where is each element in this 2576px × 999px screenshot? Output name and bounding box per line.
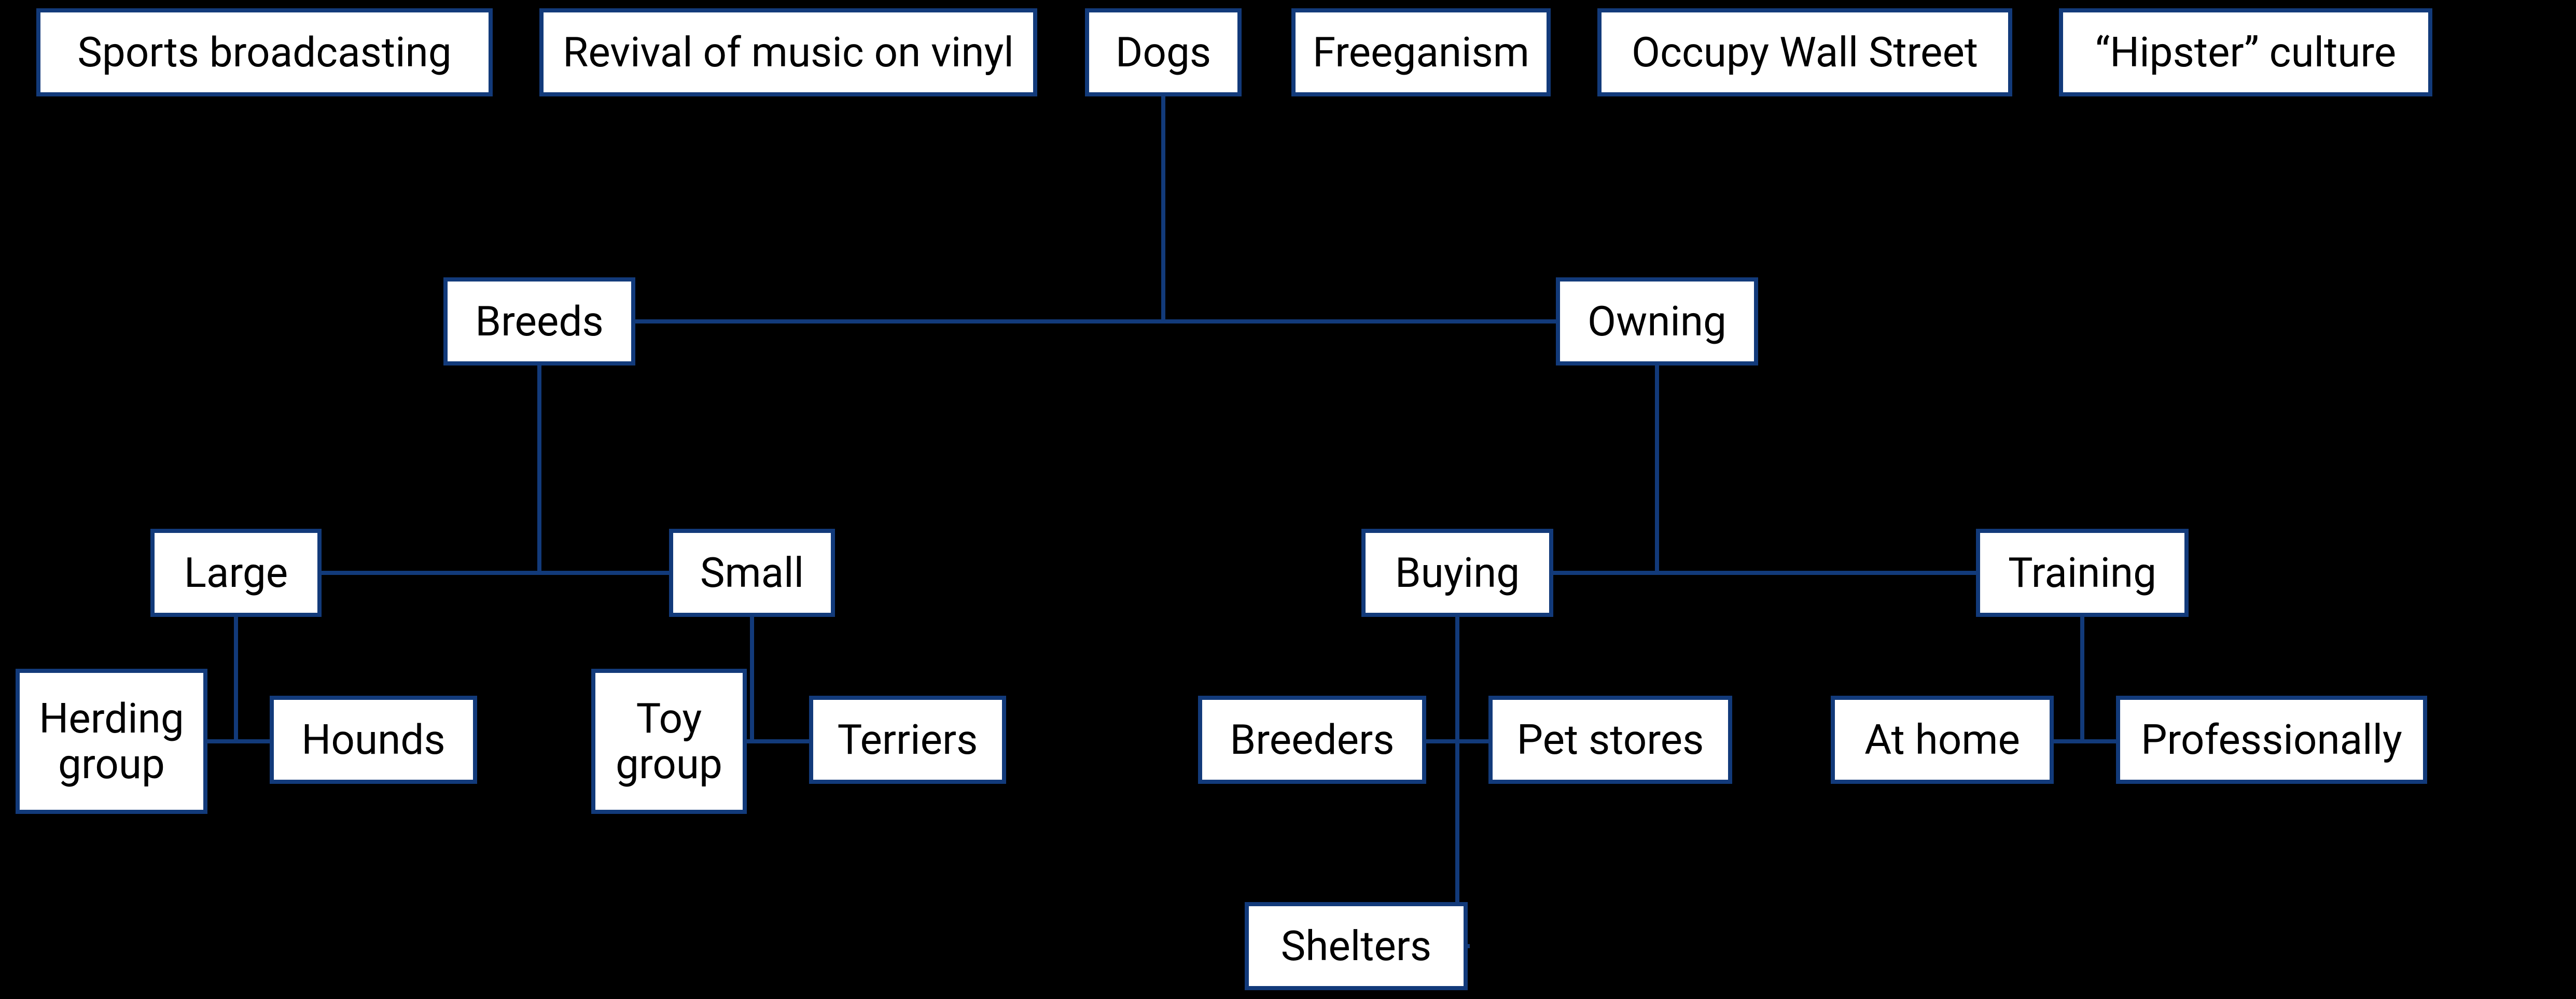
node-owning: Owning: [1556, 277, 1758, 365]
node-label: Terriers: [838, 717, 978, 763]
node-athome: At home: [1831, 696, 2054, 784]
node-label: Sports broadcasting: [77, 30, 451, 75]
node-terriers: Terriers: [809, 696, 1006, 784]
node-breeds: Breeds: [443, 277, 635, 365]
node-label: Breeders: [1230, 717, 1395, 763]
node-label: At home: [1864, 717, 2020, 763]
node-label: Occupy Wall Street: [1632, 30, 1978, 75]
node-prof: Professionally: [2116, 696, 2427, 784]
node-label: Dogs: [1116, 30, 1211, 75]
node-petstores: Pet stores: [1488, 696, 1732, 784]
node-label: Toy group: [611, 696, 727, 787]
node-label: Buying: [1395, 550, 1520, 596]
node-training: Training: [1976, 529, 2189, 617]
node-herding: Herding group: [16, 669, 207, 814]
node-label: Shelters: [1281, 923, 1431, 969]
node-label: Pet stores: [1517, 717, 1704, 763]
node-freeganism: Freeganism: [1291, 8, 1551, 96]
node-label: Professionally: [2141, 717, 2402, 763]
node-breeders: Breeders: [1198, 696, 1426, 784]
node-label: Freeganism: [1313, 30, 1529, 75]
node-label: Small: [700, 550, 804, 596]
node-label: Large: [184, 550, 288, 596]
node-sports: Sports broadcasting: [36, 8, 493, 96]
diagram-container: Sports broadcasting Revival of music on v…: [0, 0, 2576, 999]
node-label: Herding group: [35, 696, 188, 787]
node-toygroup: Toy group: [591, 669, 747, 814]
node-buying: Buying: [1361, 529, 1553, 617]
node-label: Training: [2008, 550, 2156, 596]
node-label: Hounds: [301, 717, 445, 763]
node-label: Revival of music on vinyl: [563, 30, 1014, 75]
edges-layer: [0, 0, 2576, 999]
node-large: Large: [150, 529, 322, 617]
node-shelters: Shelters: [1245, 902, 1468, 990]
node-vinyl: Revival of music on vinyl: [539, 8, 1037, 96]
node-occupy: Occupy Wall Street: [1597, 8, 2012, 96]
node-label: Breeds: [475, 299, 603, 344]
node-label: “Hipster” culture: [2095, 30, 2396, 75]
node-small: Small: [669, 529, 835, 617]
node-dogs: Dogs: [1085, 8, 1242, 96]
node-hounds: Hounds: [270, 696, 477, 784]
node-label: Owning: [1588, 299, 1726, 344]
node-hipster: “Hipster” culture: [2059, 8, 2432, 96]
